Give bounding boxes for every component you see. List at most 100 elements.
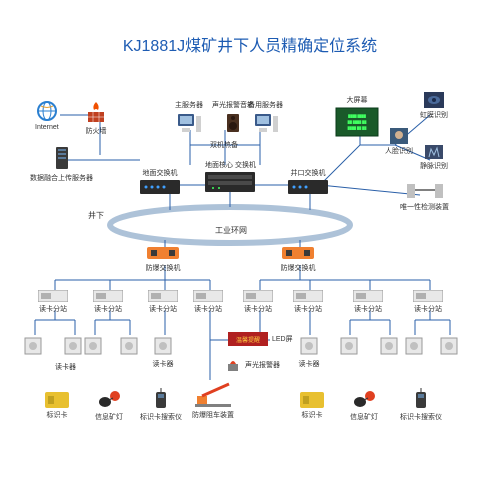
ex-switch-2: 防爆交换机 xyxy=(280,245,316,273)
switch-icon xyxy=(140,180,180,194)
iris-icon xyxy=(424,92,444,108)
led-icon: 温馨提醒 xyxy=(228,332,268,346)
reader-6: 读卡器 xyxy=(298,335,320,369)
switch-icon xyxy=(288,180,328,194)
ground-switch-label-1: 地面交换机 xyxy=(143,168,178,178)
pc-icon xyxy=(253,112,279,134)
internet-label: Internet xyxy=(35,124,59,131)
searcher-icon xyxy=(411,388,431,410)
hot-standby-label: 双机热备 xyxy=(210,140,238,150)
led-screen-node: 温馨提醒 LED屏 xyxy=(228,332,293,346)
card-searcher-l: 标识卡搜索仪 xyxy=(140,388,182,422)
station-r3: 读卡分站 xyxy=(353,290,383,314)
station-l2: 读卡分站 xyxy=(93,290,123,314)
ex-switch-label-1: 防爆交换机 xyxy=(146,263,181,273)
station-r1: 读卡分站 xyxy=(243,290,273,314)
station-l3: 读卡分站 xyxy=(148,290,178,314)
reader-3 xyxy=(82,335,104,357)
reader-1 xyxy=(22,335,44,357)
face-rec-node: 人脸识别 xyxy=(385,128,413,156)
reader-icon xyxy=(152,335,174,357)
station-l4: 读卡分站 xyxy=(193,290,223,314)
svg-text:████ ████: ████ ████ xyxy=(348,114,367,118)
iris-rec-node: 虹膜识别 xyxy=(420,92,448,120)
fusion-server-node: 数据融合上传服务器 xyxy=(30,145,93,183)
core-switch-node: 地面核心 交换机 xyxy=(205,160,256,192)
ground-switch-1: 地面交换机 xyxy=(140,168,180,194)
svg-text:██ ████ ██: ██ ████ ██ xyxy=(348,120,368,124)
reader-10 xyxy=(438,335,460,357)
alarm-icon xyxy=(225,358,241,372)
reader-8 xyxy=(378,335,400,357)
main-server-label: 主服务器 xyxy=(175,100,203,110)
unique-detect-label: 唯一性检测装置 xyxy=(400,202,449,212)
reader-icon xyxy=(62,335,84,357)
face-icon xyxy=(390,128,408,144)
svg-text:温馨提醒: 温馨提醒 xyxy=(236,336,260,344)
internet-icon xyxy=(36,100,58,122)
ex-switch-label-2: 防爆交换机 xyxy=(281,263,316,273)
vein-icon xyxy=(425,145,443,159)
station-icon xyxy=(38,290,68,302)
reader-icon xyxy=(22,335,44,357)
reader-icon xyxy=(378,335,400,357)
underground-label: 井下 xyxy=(88,210,104,221)
ex-switch-1: 防爆交换机 xyxy=(145,245,181,273)
id-card-l: 标识卡 xyxy=(45,392,69,420)
ex-switch-icon xyxy=(280,245,316,261)
station-icon xyxy=(243,290,273,302)
station-icon xyxy=(293,290,323,302)
firewall-label: 防火墙 xyxy=(86,126,107,136)
card-searcher-r: 标识卡搜索仪 xyxy=(400,388,442,422)
firewall-icon xyxy=(85,100,107,124)
reader-icon xyxy=(438,335,460,357)
server-icon xyxy=(52,145,72,171)
barrier-icon xyxy=(193,378,233,408)
backup-server-node: 备用服务器 xyxy=(248,100,283,134)
led-label: LED屏 xyxy=(272,334,293,344)
internet-node: Internet xyxy=(35,100,59,131)
station-r4: 读卡分站 xyxy=(413,290,443,314)
iris-rec-label: 虹膜识别 xyxy=(420,110,448,120)
ring-label: 工业环网 xyxy=(215,225,247,236)
reader-icon xyxy=(338,335,360,357)
sound-alarm-node: 声光报警器 xyxy=(225,358,280,372)
screen-icon: ████ ████ ██ ████ ██ ████ ██ ██ xyxy=(335,107,379,137)
pc-icon xyxy=(176,112,202,134)
face-rec-label: 人脸识别 xyxy=(385,146,413,156)
info-lamp-l: 信息矿灯 xyxy=(95,388,123,422)
gate-icon xyxy=(405,180,445,200)
fusion-server-label: 数据融合上传服务器 xyxy=(30,173,93,183)
reader-7 xyxy=(338,335,360,357)
searcher-icon xyxy=(151,388,171,410)
backup-server-label: 备用服务器 xyxy=(248,100,283,110)
vein-rec-label: 静脉识别 xyxy=(420,161,448,171)
unique-detect-node: 唯一性检测装置 xyxy=(400,180,449,212)
station-icon xyxy=(413,290,443,302)
reader-icon xyxy=(118,335,140,357)
station-icon xyxy=(148,290,178,302)
wellhead-switch-label: 井口交换机 xyxy=(291,168,326,178)
station-r2: 读卡分站 xyxy=(293,290,323,314)
sound-alarm-label: 声光报警器 xyxy=(245,360,280,370)
reader-row-label: 读卡器 xyxy=(55,362,76,372)
svg-text:████ ██ ██: ████ ██ ██ xyxy=(348,126,368,130)
ex-switch-icon xyxy=(145,245,181,261)
reader-9 xyxy=(403,335,425,357)
lamp-icon xyxy=(352,388,376,410)
vein-rec-node: 静脉识别 xyxy=(420,145,448,171)
barrier-label: 防爆阻车装置 xyxy=(192,410,234,420)
reader-icon xyxy=(82,335,104,357)
reader-icon xyxy=(403,335,425,357)
core-switch-label: 地面核心 交换机 xyxy=(205,160,256,170)
core-switch-icon xyxy=(205,172,255,192)
reader-5: 读卡器 xyxy=(152,335,174,369)
reader-2 xyxy=(62,335,84,357)
card-icon xyxy=(300,392,324,408)
station-icon xyxy=(193,290,223,302)
info-lamp-r: 信息矿灯 xyxy=(350,388,378,422)
id-card-r: 标识卡 xyxy=(300,392,324,420)
station-icon xyxy=(353,290,383,302)
wellhead-switch-node: 井口交换机 xyxy=(288,168,328,194)
lamp-icon xyxy=(97,388,121,410)
